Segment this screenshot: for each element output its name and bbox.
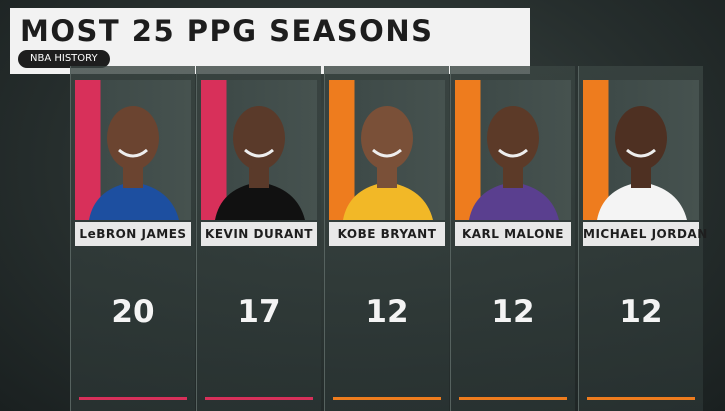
accent-bar [459, 397, 567, 400]
player-photo [201, 80, 317, 220]
player-photo [329, 80, 445, 220]
player-photo [455, 80, 571, 220]
player-photo [75, 80, 191, 220]
accent-bar [205, 397, 313, 400]
player-name: MICHAEL JORDAN [583, 222, 707, 246]
season-count: 17 [237, 294, 281, 330]
player-column: KOBE BRYANT 12 [324, 66, 449, 411]
season-count: 12 [619, 294, 663, 330]
accent-bar [587, 397, 695, 400]
player-column: KEVIN DURANT 17 [196, 66, 321, 411]
player-name: LeBRON JAMES [75, 222, 191, 246]
accent-bar [79, 397, 187, 400]
player-column: KARL MALONE 12 [450, 66, 575, 411]
player-silhouette [215, 106, 305, 220]
title: MOST 25 PPG SEASONS [20, 14, 434, 48]
player-silhouette [89, 106, 179, 220]
season-count: 20 [111, 294, 155, 330]
player-name: KARL MALONE [455, 222, 571, 246]
player-name: KOBE BRYANT [329, 222, 445, 246]
player-silhouette [469, 106, 559, 220]
player-column: MICHAEL JORDAN 12 [578, 66, 707, 411]
season-count: 12 [365, 294, 409, 330]
player-photo [583, 80, 699, 220]
player-silhouette [343, 106, 433, 220]
subtitle: NBA HISTORY [18, 50, 110, 68]
header: MOST 25 PPG SEASONS NBA HISTORY [10, 8, 530, 74]
season-count: 12 [491, 294, 535, 330]
player-name: KEVIN DURANT [201, 222, 317, 246]
accent-bar [333, 397, 441, 400]
player-silhouette [597, 106, 687, 220]
player-column: LeBRON JAMES 20 [70, 66, 195, 411]
